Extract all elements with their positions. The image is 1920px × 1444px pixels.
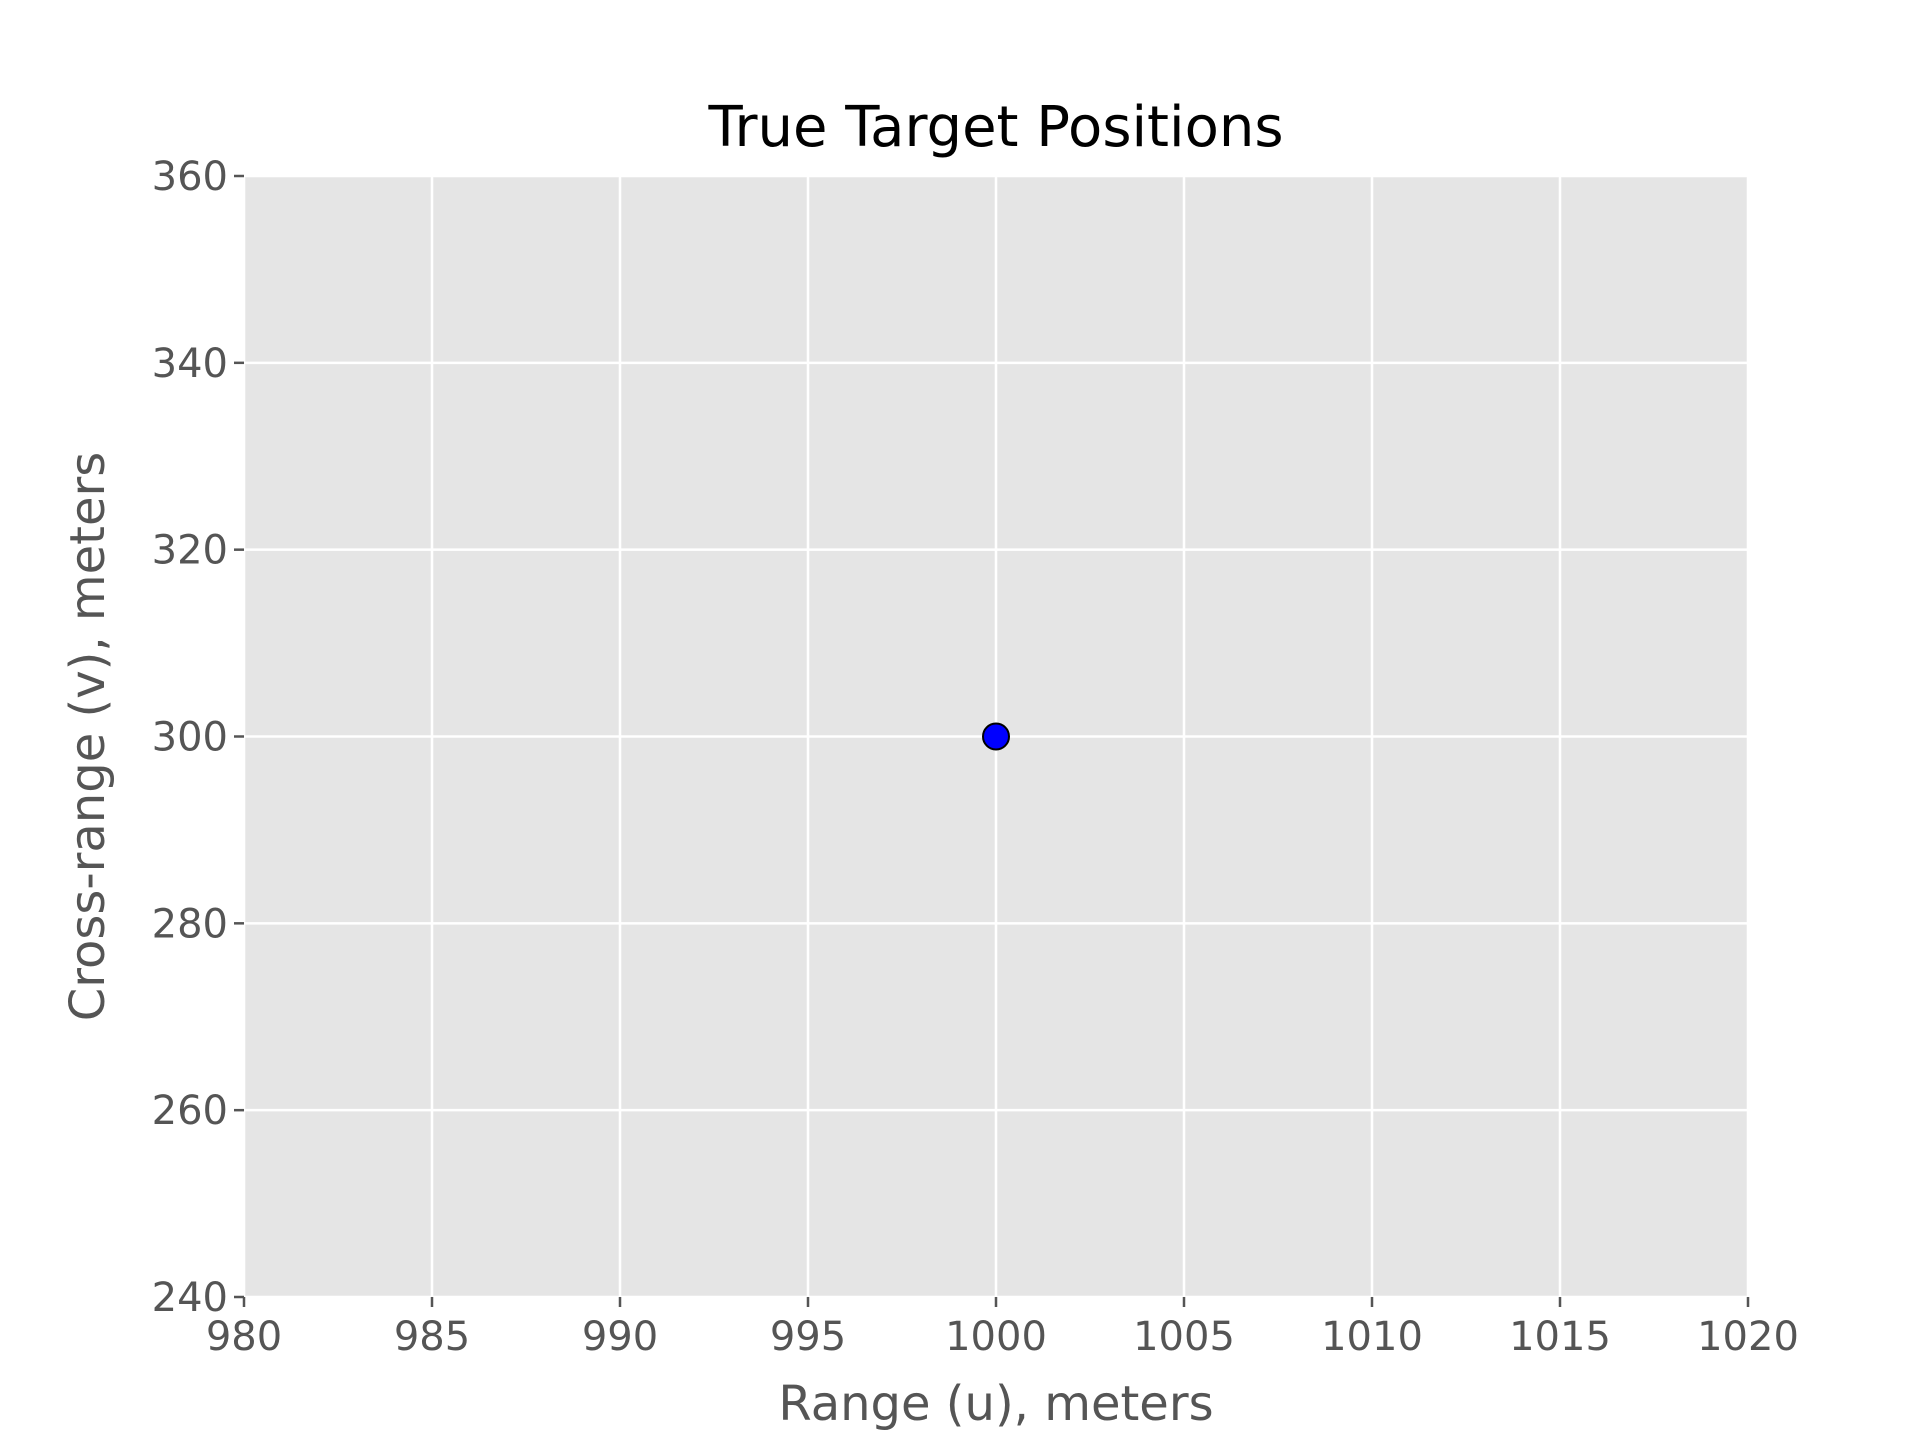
chart-title: True Target Positions — [707, 95, 1283, 160]
x-tick-label: 990 — [582, 1314, 658, 1360]
grid-lines — [242, 174, 1750, 1299]
x-tick-label: 995 — [770, 1314, 846, 1360]
y-tick-label: 320 — [152, 528, 228, 574]
x-tick-label: 1015 — [1509, 1314, 1611, 1360]
target-point — [982, 722, 1010, 751]
axis-ticks: 980 985 990 995 1000 1005 1010 1015 1020 240 260 28… — [152, 154, 1799, 1360]
x-tick-label: 1020 — [1697, 1314, 1799, 1360]
data-points — [982, 722, 1010, 751]
y-tick-label: 240 — [152, 1275, 228, 1321]
y-tick-label: 360 — [152, 154, 228, 200]
x-tick-label: 1010 — [1321, 1314, 1423, 1360]
y-tick-label: 340 — [152, 341, 228, 387]
y-tick-label: 280 — [152, 901, 228, 947]
x-axis-label: Range (u), meters — [778, 1376, 1213, 1432]
x-tick-label: 980 — [206, 1314, 282, 1360]
y-tick-label: 260 — [152, 1088, 228, 1134]
x-tick-label: 985 — [394, 1314, 470, 1360]
y-tick-label: 300 — [152, 715, 228, 761]
x-tick-label: 1000 — [945, 1314, 1047, 1360]
x-tick-label: 1005 — [1133, 1314, 1235, 1360]
y-axis-label: Cross-range (v), meters — [60, 452, 116, 1021]
